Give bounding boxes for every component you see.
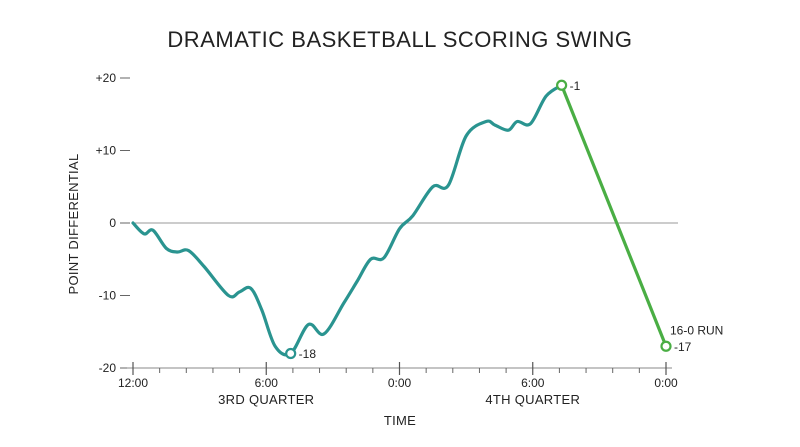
x-tick-label: 6:00 [255, 376, 279, 390]
y-tick-label: +20 [96, 71, 117, 85]
period-label: 4TH QUARTER [485, 392, 580, 407]
point-marker [556, 79, 568, 91]
series-line-run [560, 83, 668, 348]
period-label: 3RD QUARTER [218, 392, 314, 407]
point-label: -18 [299, 347, 317, 361]
y-tick-label: -20 [99, 361, 117, 375]
markers-layer: -18 -1 -17 16-0 RUN [285, 79, 723, 361]
run-annotation: 16-0 RUN [670, 323, 723, 337]
x-tick-label: 6:00 [521, 376, 545, 390]
point-label: -17 [674, 340, 692, 354]
series-layer [131, 83, 668, 357]
y-tick-label: +10 [96, 144, 117, 158]
chart-title: DRAMATIC BASKETBALL SCORING SWING [167, 27, 632, 52]
point-marker [285, 347, 297, 360]
point-label: -1 [570, 79, 581, 93]
y-tick-label: 0 [109, 216, 116, 230]
x-tick-label: 0:00 [654, 376, 678, 390]
y-axis-title: POINT DIFFERENTIAL [66, 154, 81, 295]
series-line-main [131, 83, 564, 357]
point-marker [660, 340, 672, 352]
x-tick-label: 0:00 [388, 376, 412, 390]
x-tick-label: 12:00 [118, 376, 148, 390]
x-axis-title: TIME [384, 413, 416, 428]
y-tick-label: -10 [99, 289, 117, 303]
